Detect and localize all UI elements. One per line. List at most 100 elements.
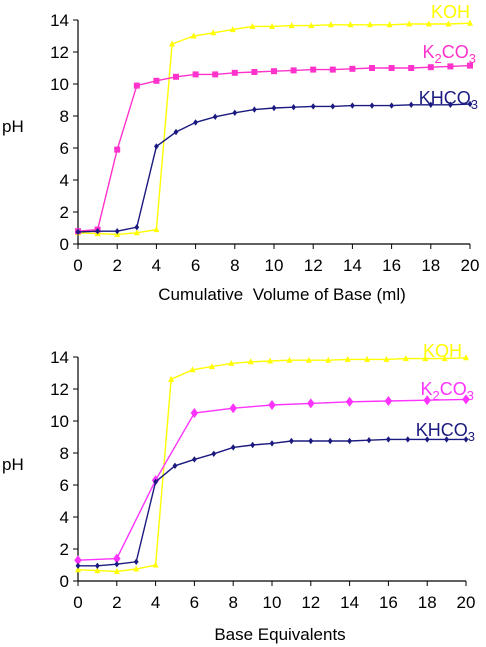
- x-axis-title: Cumulative Volume of Base (ml): [158, 285, 406, 304]
- x-tick-label: 8: [228, 593, 237, 612]
- data-point: [384, 396, 393, 406]
- x-tick-label: 18: [421, 256, 440, 275]
- data-point: [369, 65, 375, 71]
- data-point: [422, 355, 429, 362]
- data-point: [249, 22, 256, 29]
- series-koh: KOH: [75, 2, 473, 237]
- series-line-khco3: [78, 438, 466, 567]
- data-point: [210, 29, 217, 36]
- data-point: [190, 408, 199, 418]
- data-point: [329, 66, 336, 73]
- x-tick-label: 0: [73, 256, 82, 275]
- data-point: [169, 40, 176, 47]
- data-point: [94, 567, 101, 574]
- data-point: [325, 356, 332, 363]
- legend-label-koh: KOH: [423, 341, 462, 361]
- legend-label-k2co3: K2CO3: [421, 379, 474, 403]
- data-point: [310, 103, 316, 110]
- data-point: [75, 566, 81, 573]
- data-point: [173, 128, 179, 136]
- data-point: [247, 358, 254, 365]
- data-point: [441, 355, 448, 362]
- x-tick-label: 0: [73, 593, 82, 612]
- data-point: [291, 104, 296, 111]
- data-point: [74, 555, 82, 566]
- data-point: [447, 63, 454, 70]
- y-tick-label: 0: [60, 235, 69, 254]
- data-point: [367, 21, 374, 28]
- y-tick-label: 2: [60, 203, 69, 222]
- data-point: [448, 101, 453, 108]
- data-point: [349, 65, 356, 72]
- data-point: [389, 102, 394, 109]
- data-point: [251, 69, 258, 75]
- legend-label-koh: KOH: [431, 2, 470, 22]
- series-line-koh: [77, 22, 471, 236]
- series-line-k2co3: [77, 398, 467, 561]
- x-tick-label: 6: [190, 593, 199, 612]
- data-point: [386, 21, 393, 28]
- data-point: [208, 363, 215, 370]
- data-point: [189, 366, 196, 373]
- data-point: [463, 436, 469, 443]
- data-point: [114, 561, 120, 568]
- data-point: [95, 228, 100, 235]
- data-point: [345, 396, 354, 407]
- x-tick-label: 14: [343, 256, 362, 275]
- x-tick-label: 20: [461, 256, 480, 275]
- series-koh: KOH: [75, 341, 469, 574]
- data-point: [229, 26, 236, 33]
- data-point: [425, 20, 432, 27]
- data-point: [192, 456, 197, 463]
- series-line-k2co3: [77, 64, 471, 232]
- series-khco3: KHCO3: [75, 88, 478, 236]
- data-point: [133, 229, 140, 236]
- data-point: [230, 444, 236, 451]
- data-point: [405, 436, 411, 443]
- data-point: [424, 436, 430, 443]
- data-point: [305, 356, 312, 363]
- y-axis-title: pH: [2, 117, 24, 136]
- y-tick-label: 4: [60, 171, 69, 190]
- data-point: [427, 64, 434, 71]
- data-point: [252, 106, 257, 113]
- data-point: [467, 19, 473, 26]
- data-point: [428, 101, 434, 108]
- data-point: [467, 100, 473, 108]
- x-tick-label: 10: [265, 256, 284, 275]
- x-tick-label: 14: [340, 593, 359, 612]
- x-tick-label: 12: [301, 593, 320, 612]
- x-axis-title: Base Equivalents: [214, 625, 345, 644]
- x-tick-label: 16: [382, 256, 401, 275]
- series-line-khco3: [77, 103, 471, 233]
- data-point: [192, 71, 199, 78]
- x-tick-label: 4: [151, 593, 160, 612]
- data-point: [153, 77, 160, 84]
- legend-label-k2co3: K2CO3: [423, 42, 476, 66]
- x-tick-label: 12: [304, 256, 323, 275]
- chart-2: 0 2 4 6 8 10 12 14 0 2 4 6 8 10 12 14 16 18 20 Base Equival…: [2, 341, 475, 644]
- data-point: [307, 398, 315, 409]
- data-point: [134, 224, 140, 231]
- data-point: [228, 359, 235, 366]
- data-point: [289, 437, 294, 445]
- data-point: [347, 437, 352, 445]
- data-point: [133, 558, 139, 565]
- data-point: [327, 437, 333, 445]
- legend-label-khco3: KHCO3: [419, 88, 478, 112]
- y-tick-label: 8: [60, 444, 69, 463]
- data-point: [168, 375, 175, 382]
- y-tick-label: 2: [60, 540, 69, 559]
- x-tick-label: 10: [263, 593, 282, 612]
- data-point: [290, 67, 297, 74]
- series-k2co3: K2CO3: [75, 42, 476, 235]
- data-point: [231, 69, 238, 76]
- data-point: [444, 436, 449, 443]
- data-point: [330, 103, 336, 110]
- data-point: [386, 436, 391, 443]
- data-point: [369, 102, 375, 109]
- y-tick-label: 10: [50, 412, 69, 431]
- y-tick-label: 8: [60, 107, 69, 126]
- data-point: [408, 65, 415, 71]
